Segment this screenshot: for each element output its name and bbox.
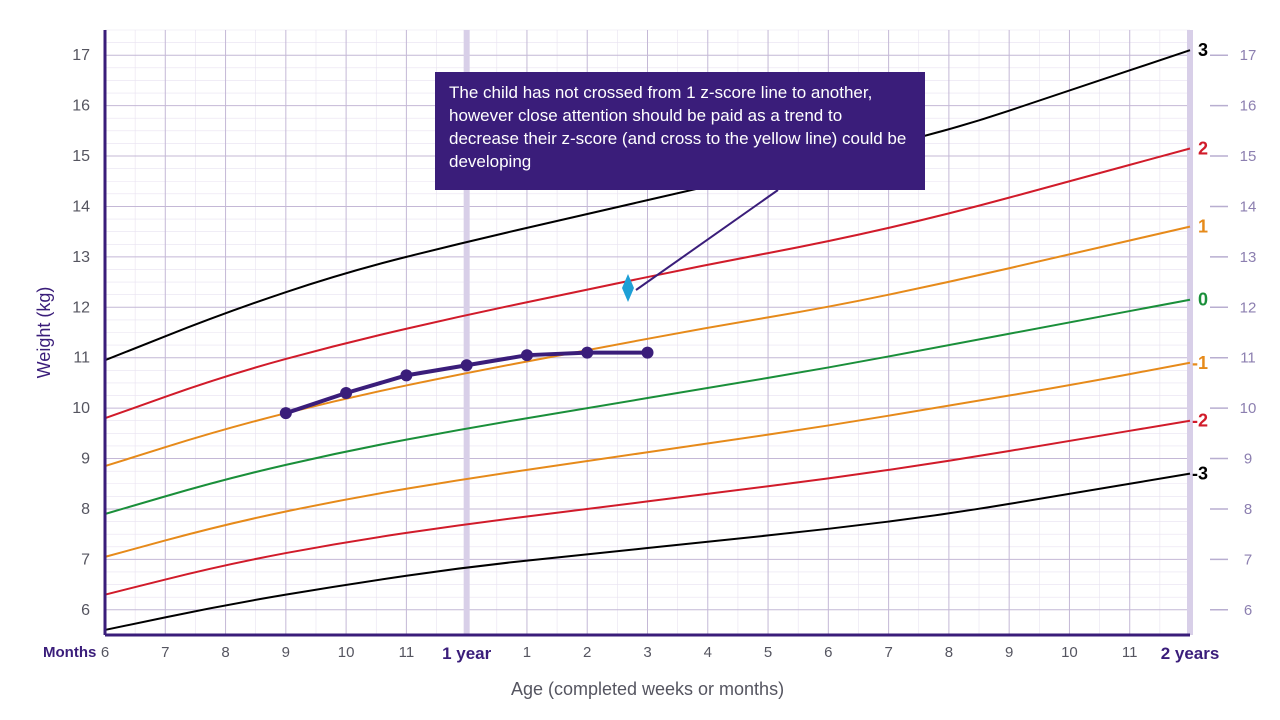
zscore-label: 3 (1198, 40, 1208, 60)
x-axis-label: Age (completed weeks or months) (511, 679, 784, 699)
x-tick: 11 (399, 644, 415, 661)
x-tick: 9 (1005, 644, 1013, 661)
zscore-label: 2 (1198, 138, 1208, 158)
y-tick-left: 17 (72, 47, 90, 64)
y-tick-left: 9 (81, 451, 90, 468)
y-tick-left: 8 (81, 501, 90, 518)
x-year1-label: 1 year (442, 644, 492, 663)
x-tick: 9 (282, 644, 290, 661)
y-tick-right: 6 (1244, 602, 1252, 619)
y-tick-right: 16 (1240, 98, 1257, 115)
child-point (642, 347, 654, 359)
x-tick: 1 (523, 644, 531, 661)
y-tick-left: 10 (72, 400, 90, 417)
annotation-text: The child has not crossed from 1 z-score… (449, 82, 911, 174)
y-tick-right: 8 (1244, 501, 1252, 518)
y-tick-right: 7 (1244, 551, 1252, 568)
zscore-label: 1 (1198, 217, 1208, 237)
y-axis-label: Weight (kg) (34, 287, 54, 379)
y-tick-right: 10 (1240, 400, 1257, 417)
y-tick-right: 13 (1240, 249, 1257, 266)
x-tick: 6 (824, 644, 832, 661)
x-tick: 2 (583, 644, 591, 661)
y-tick-right: 14 (1240, 198, 1257, 215)
child-point (581, 347, 593, 359)
y-tick-right: 9 (1244, 451, 1252, 468)
zscore-label: -2 (1192, 411, 1208, 431)
child-point (280, 407, 292, 419)
x-tick: 7 (884, 644, 892, 661)
x-tick: 3 (643, 644, 651, 661)
child-point (461, 359, 473, 371)
child-point (521, 349, 533, 361)
growth-chart: 6789101112131415161767891011121314151617… (0, 0, 1280, 720)
zscore-label: -1 (1192, 353, 1208, 373)
y-tick-left: 11 (73, 350, 90, 367)
y-tick-right: 12 (1240, 299, 1257, 316)
x-tick: 10 (1061, 644, 1078, 661)
y-tick-left: 7 (81, 551, 90, 568)
y-tick-left: 6 (81, 602, 90, 619)
x-tick: 4 (704, 644, 712, 661)
zscore-label: -3 (1192, 464, 1208, 484)
child-point (400, 369, 412, 381)
x-tick: 6 (101, 644, 109, 661)
x-tick: 10 (338, 644, 355, 661)
x-months-label: Months (43, 644, 96, 661)
x-tick: 5 (764, 644, 772, 661)
y-tick-right: 17 (1240, 47, 1257, 64)
y-tick-left: 14 (72, 198, 90, 215)
y-tick-left: 13 (72, 249, 90, 266)
x-year2-label: 2 years (1161, 644, 1220, 663)
child-point (340, 387, 352, 399)
zscore-label: 0 (1198, 290, 1208, 310)
y-tick-left: 16 (72, 98, 90, 115)
x-tick: 11 (1122, 644, 1138, 661)
x-tick: 8 (945, 644, 953, 661)
x-tick: 7 (161, 644, 169, 661)
y-tick-left: 12 (72, 299, 90, 316)
x-tick: 8 (221, 644, 229, 661)
y-tick-right: 15 (1240, 148, 1257, 165)
y-tick-right: 11 (1240, 350, 1256, 367)
y-tick-left: 15 (72, 148, 90, 165)
